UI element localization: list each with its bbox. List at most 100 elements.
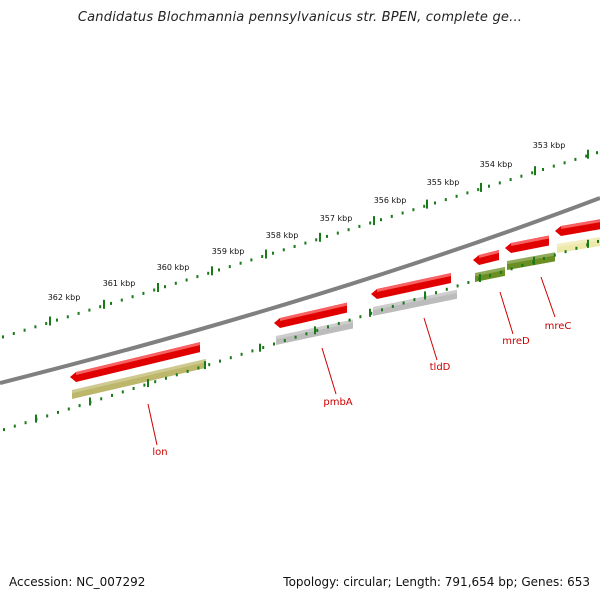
ruler-label: 353 kbp bbox=[533, 141, 566, 150]
ruler-dot bbox=[78, 404, 81, 408]
ruler-dot bbox=[175, 373, 178, 377]
map-title: Candidatus Blochmannia pennsylvanicus st… bbox=[77, 10, 523, 25]
ruler-dot bbox=[597, 239, 599, 243]
ruler-dot bbox=[531, 171, 534, 175]
ruler-dot bbox=[391, 304, 394, 308]
product-bar bbox=[373, 289, 457, 316]
minor-tick bbox=[89, 397, 91, 406]
ruler-dot bbox=[553, 253, 556, 257]
major-tick bbox=[49, 316, 51, 326]
major-tick bbox=[157, 283, 159, 292]
ruler-label: 355 kbp bbox=[427, 178, 460, 187]
ruler-dot bbox=[316, 328, 319, 332]
ruler-dot bbox=[197, 366, 200, 370]
major-tick bbox=[103, 299, 105, 309]
major-tick bbox=[319, 232, 321, 242]
ruler-label: 361 kbp bbox=[103, 279, 136, 288]
ruler-dot bbox=[56, 318, 58, 322]
gene-mreC bbox=[505, 235, 555, 270]
gene-label-lon: lon bbox=[152, 447, 167, 458]
ruler-dot bbox=[250, 258, 253, 262]
inner-ruler bbox=[3, 239, 599, 432]
ruler-dot bbox=[3, 428, 5, 432]
ruler-dot bbox=[326, 234, 328, 238]
leader-line bbox=[499, 291, 514, 335]
gene-arrow-highlight bbox=[561, 219, 600, 229]
ruler-dot bbox=[185, 278, 188, 282]
ruler-dot bbox=[402, 301, 405, 305]
ruler-dot bbox=[489, 274, 491, 278]
product-bar bbox=[507, 252, 555, 270]
ruler-label: 356 kbp bbox=[374, 196, 407, 205]
leader-line bbox=[540, 276, 556, 318]
ruler-dot bbox=[315, 238, 318, 242]
ruler-dot bbox=[110, 301, 112, 305]
ruler-label: 354 kbp bbox=[480, 160, 513, 169]
ruler-dot bbox=[369, 221, 372, 225]
ruler-dot bbox=[488, 184, 490, 188]
ruler-dot bbox=[174, 281, 177, 285]
gene-label-mreC: mreC bbox=[545, 321, 572, 332]
gene-arrow-highlight bbox=[511, 235, 549, 246]
ruler-dot bbox=[337, 322, 340, 325]
ruler-dot bbox=[336, 231, 339, 235]
ruler-dot bbox=[293, 245, 296, 248]
ruler-dot bbox=[208, 363, 211, 367]
ruler-dot bbox=[154, 380, 157, 384]
ruler-dot bbox=[456, 284, 459, 288]
minor-tick bbox=[479, 274, 481, 282]
ruler-dot bbox=[23, 328, 26, 332]
product-bar-highlight bbox=[72, 358, 206, 394]
ruler-dot bbox=[111, 393, 113, 397]
gene-tldD bbox=[371, 273, 457, 316]
genes-layer bbox=[70, 219, 600, 399]
gene-arrow-highlight bbox=[280, 302, 347, 321]
gene-mreD bbox=[473, 250, 505, 282]
major-tick bbox=[211, 266, 213, 276]
ruler-dot bbox=[228, 265, 231, 269]
ruler-dot bbox=[218, 268, 220, 272]
ruler-dot bbox=[509, 178, 512, 181]
major-tick bbox=[587, 149, 589, 159]
ruler-dot bbox=[24, 421, 27, 425]
ruler-dot bbox=[100, 397, 103, 401]
ruler-dot bbox=[132, 387, 135, 390]
ruler-dot bbox=[434, 201, 436, 205]
ruler-dot bbox=[445, 287, 448, 291]
major-tick bbox=[265, 249, 267, 259]
ruler-dot bbox=[153, 288, 156, 292]
ruler-dot bbox=[13, 424, 16, 428]
product-bar-highlight bbox=[475, 266, 505, 277]
ruler-label: 358 kbp bbox=[266, 231, 299, 240]
ruler-dot bbox=[165, 376, 167, 380]
ruler-dot bbox=[251, 349, 254, 353]
ruler-dot bbox=[2, 335, 4, 339]
ruler-dot bbox=[358, 224, 361, 228]
ruler-dot bbox=[563, 161, 566, 165]
ruler-dot bbox=[283, 339, 286, 343]
minor-tick bbox=[533, 256, 535, 265]
accession-label: Accession: NC_007292 bbox=[9, 575, 146, 589]
leader-line bbox=[423, 317, 438, 361]
ruler-dot bbox=[66, 315, 69, 319]
ruler-dot bbox=[282, 248, 285, 252]
ruler-dot bbox=[88, 308, 91, 312]
ruler-dot bbox=[272, 251, 274, 255]
major-tick bbox=[373, 216, 375, 226]
ruler-dot bbox=[34, 325, 37, 329]
minor-tick bbox=[259, 343, 261, 352]
minor-tick bbox=[314, 326, 316, 335]
ruler-dot bbox=[401, 211, 404, 215]
ruler-label: 357 kbp bbox=[320, 214, 353, 223]
gene-label-mreD: mreD bbox=[502, 336, 530, 347]
gene-arrow-highlight bbox=[377, 273, 451, 292]
ruler-dot bbox=[46, 414, 49, 418]
ruler-dot bbox=[67, 407, 70, 411]
ruler-label: 359 kbp bbox=[212, 247, 245, 256]
ruler-dot bbox=[381, 308, 383, 312]
gene-lon bbox=[70, 342, 206, 399]
ruler-dot bbox=[207, 271, 210, 275]
ruler-dot bbox=[229, 356, 232, 360]
ruler-dot bbox=[390, 214, 393, 218]
ruler-dot bbox=[164, 285, 166, 289]
